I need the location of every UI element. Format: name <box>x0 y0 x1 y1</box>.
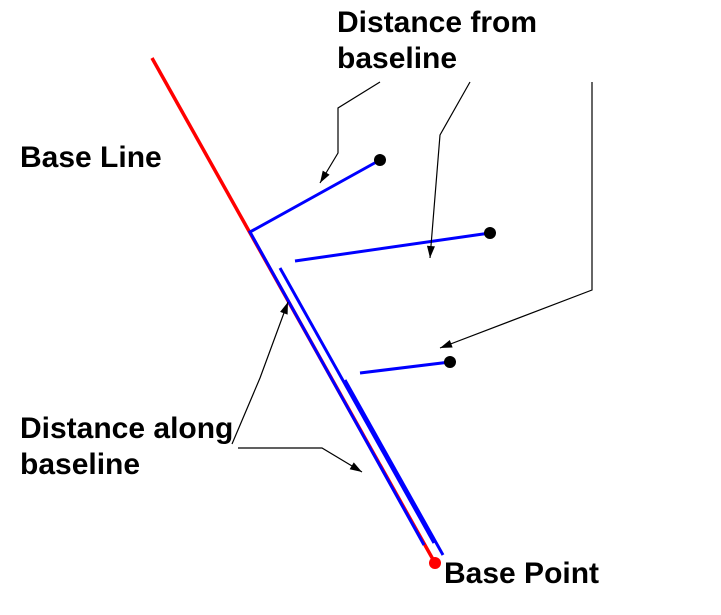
offset-along-3 <box>345 380 443 555</box>
offset-path-1 <box>250 160 424 545</box>
base-point-marker <box>429 557 441 569</box>
offset-perp-2 <box>295 233 490 261</box>
label-distance-from-2: baseline <box>337 42 457 75</box>
data-point-3 <box>444 356 456 368</box>
data-point-1 <box>374 154 386 166</box>
label-distance-along-1: Distance along <box>20 412 233 445</box>
label-distance-from-1: Distance from <box>337 6 537 39</box>
label-base-line: Base Line <box>20 141 162 174</box>
data-point-2 <box>484 227 496 239</box>
offset-perp-3 <box>360 362 450 373</box>
label-distance-along-2: baseline <box>20 448 140 481</box>
label-base-point: Base Point <box>444 557 599 590</box>
offset-along-2 <box>280 268 434 543</box>
